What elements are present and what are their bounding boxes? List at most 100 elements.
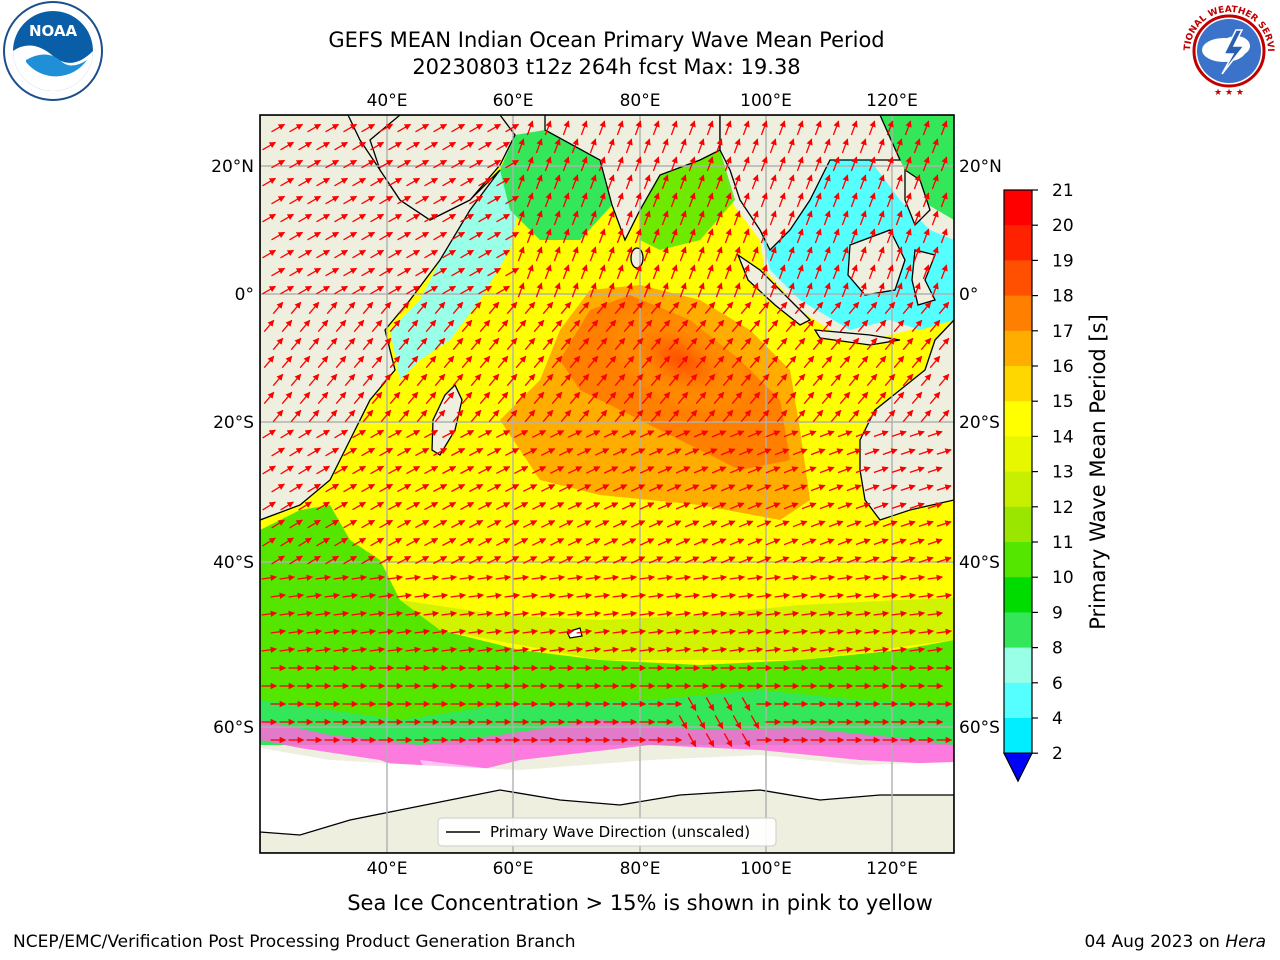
wave-direction-arrow xyxy=(882,520,898,528)
wave-direction-arrow xyxy=(859,282,867,298)
wave-direction-arrow xyxy=(307,159,322,169)
wave-direction-arrow xyxy=(909,466,925,474)
colorbar-segment xyxy=(1004,225,1032,261)
wave-direction-arrow xyxy=(479,319,491,333)
legend-label: Primary Wave Direction (unscaled) xyxy=(490,823,750,841)
wave-direction-arrow xyxy=(562,264,570,280)
wave-direction-arrow xyxy=(461,319,473,333)
wave-direction-arrow xyxy=(517,138,525,154)
wave-direction-arrow xyxy=(451,195,466,205)
wave-direction-arrow xyxy=(738,520,754,528)
wave-direction-arrow xyxy=(657,538,673,546)
wave-direction-arrow xyxy=(344,301,356,315)
wave-direction-arrow xyxy=(316,141,331,151)
wave-direction-arrow xyxy=(855,538,871,546)
wave-direction-arrow xyxy=(769,210,777,226)
wave-direction-arrow xyxy=(544,192,552,208)
wave-direction-arrow xyxy=(893,355,905,369)
wave-direction-arrow xyxy=(469,195,484,205)
wave-direction-arrow xyxy=(532,538,547,546)
wave-direction-arrow xyxy=(361,447,376,457)
colorbar-tick-label: 12 xyxy=(1052,498,1074,518)
wave-direction-arrow xyxy=(326,373,338,387)
lon-label: 60°E xyxy=(493,859,534,879)
wave-direction-arrow xyxy=(587,391,599,405)
wave-direction-arrow xyxy=(652,156,660,172)
wave-direction-arrow xyxy=(686,373,698,387)
wave-direction-arrow xyxy=(794,373,806,387)
lon-label: 80°E xyxy=(620,91,661,111)
wave-direction-arrow xyxy=(415,159,430,169)
wave-direction-arrow xyxy=(424,429,439,439)
wave-direction-arrow xyxy=(416,373,428,387)
wave-direction-arrow xyxy=(904,120,912,136)
wave-direction-arrow xyxy=(936,448,952,455)
wave-direction-arrow xyxy=(497,391,509,405)
wave-direction-arrow xyxy=(893,391,905,405)
wave-direction-arrow xyxy=(668,337,680,351)
lon-label: 40°E xyxy=(367,859,408,879)
wave-direction-arrow xyxy=(677,391,689,405)
wave-direction-arrow xyxy=(841,282,849,298)
wave-direction-arrow xyxy=(913,174,921,190)
wave-direction-arrow xyxy=(398,373,410,387)
wave-direction-arrow xyxy=(352,465,367,475)
wave-direction-arrow xyxy=(352,537,367,547)
wave-direction-arrow xyxy=(729,430,745,438)
wave-direction-arrow xyxy=(886,156,894,172)
wave-direction-arrow xyxy=(506,373,518,387)
wave-direction-arrow xyxy=(686,409,698,423)
wave-direction-arrow xyxy=(713,391,725,405)
wave-direction-arrow xyxy=(569,319,581,333)
wave-direction-arrow xyxy=(589,282,597,298)
wave-direction-arrow xyxy=(605,355,617,369)
wave-direction-arrow xyxy=(677,355,689,369)
wave-direction-arrow xyxy=(558,556,574,564)
wave-direction-arrow xyxy=(580,192,588,208)
wave-direction-arrow xyxy=(776,373,788,387)
wave-direction-arrow xyxy=(675,466,691,474)
wave-direction-arrow xyxy=(641,391,653,405)
wave-direction-arrow xyxy=(362,301,374,315)
wave-direction-arrow xyxy=(487,267,502,277)
wave-direction-arrow xyxy=(558,448,574,456)
wave-direction-arrow xyxy=(416,409,428,423)
wave-direction-arrow xyxy=(639,466,655,474)
wave-direction-arrow xyxy=(272,373,284,387)
wave-direction-arrow xyxy=(532,502,547,510)
wave-direction-arrow xyxy=(830,409,842,423)
wave-direction-arrow xyxy=(688,228,696,244)
wave-direction-arrow xyxy=(433,159,448,169)
wave-direction-arrow xyxy=(846,520,862,528)
wave-direction-arrow xyxy=(544,264,552,280)
wave-direction-arrow xyxy=(684,484,700,492)
colorbar: 21 20 19 18 17 16 15 14 13 12 11 10 9 8 6 4 2 xyxy=(1003,181,1074,783)
wave-direction-arrow xyxy=(738,448,754,456)
wave-direction-arrow xyxy=(550,466,565,474)
wave-direction-arrow xyxy=(334,249,349,259)
wave-direction-arrow xyxy=(785,355,797,369)
wave-direction-arrow xyxy=(666,484,682,492)
wave-direction-arrow xyxy=(353,319,365,333)
lat-label: 40°S xyxy=(213,553,254,573)
wave-direction-arrow xyxy=(918,520,934,528)
wave-direction-arrow xyxy=(488,337,500,351)
wave-direction-arrow xyxy=(927,430,943,438)
wave-direction-arrow xyxy=(598,156,606,172)
wave-direction-arrow xyxy=(488,301,500,315)
wave-direction-arrow xyxy=(524,301,536,315)
wave-direction-arrow xyxy=(828,484,844,492)
wave-direction-arrow xyxy=(271,267,286,277)
wave-direction-arrow xyxy=(713,319,725,333)
wave-direction-arrow xyxy=(657,430,673,438)
wave-direction-arrow xyxy=(379,123,394,133)
wave-direction-arrow xyxy=(478,177,493,187)
wave-direction-arrow xyxy=(738,556,754,564)
wave-direction-arrow xyxy=(855,502,871,510)
wave-direction-arrow xyxy=(505,267,520,277)
lon-label: 100°E xyxy=(740,91,792,111)
wave-direction-arrow xyxy=(661,282,669,298)
wave-direction-arrow xyxy=(625,282,633,298)
wave-direction-arrow xyxy=(778,228,786,244)
wave-direction-arrow xyxy=(632,409,644,423)
